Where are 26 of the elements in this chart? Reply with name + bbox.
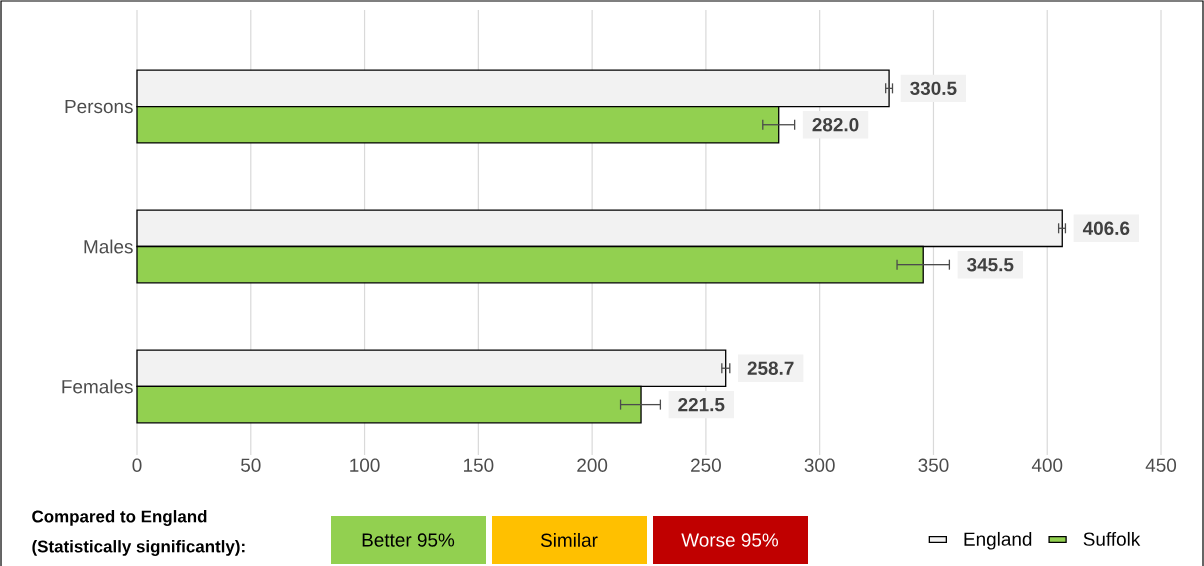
- text: Similar: [540, 533, 598, 547]
- y-tick-label: Females: [62, 379, 133, 394]
- x-tick-label: 50: [241, 458, 261, 472]
- text: Worse 95%: [681, 533, 779, 547]
- data-label: 345.5: [967, 257, 1014, 272]
- data-label: 258.7: [747, 361, 794, 375]
- x-tick-label: 400: [1031, 458, 1063, 472]
- data-label: 330.5: [910, 81, 957, 96]
- legend-label: Suffolk: [1083, 531, 1141, 546]
- data-label: 221.5: [678, 397, 725, 412]
- text: Compared to England: [32, 510, 207, 526]
- legend-label: England: [964, 531, 1032, 550]
- x-tick-label: 450: [1145, 458, 1177, 472]
- text: (Statistically significantly):: [32, 540, 245, 556]
- y-tick-label: Persons: [65, 99, 133, 114]
- text: Better 95%: [362, 533, 455, 547]
- x-tick-label: 100: [350, 458, 380, 472]
- y-tick-label: Males: [84, 239, 133, 254]
- x-tick-label: 150: [463, 458, 494, 472]
- x-tick-label: 0: [132, 458, 142, 472]
- x-tick-label: 250: [691, 458, 721, 472]
- data-label: 406.6: [1082, 221, 1130, 235]
- data-label: 282.0: [812, 118, 859, 132]
- x-tick-label: 300: [804, 458, 835, 472]
- x-tick-label: 350: [918, 458, 949, 472]
- x-tick-label: 200: [577, 458, 608, 472]
